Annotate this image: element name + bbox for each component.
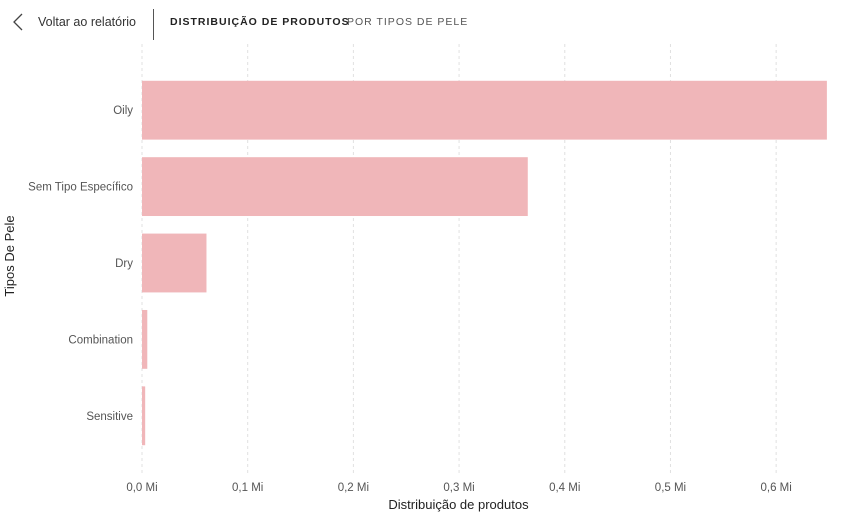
y-axis-title: Tipos De Pele: [2, 215, 17, 296]
top-bar: Voltar ao relatório DISTRIBUIÇÃO DE PROD…: [0, 0, 846, 44]
back-to-report-button[interactable]: Voltar ao relatório: [12, 10, 136, 34]
x-tick-labels: 0,0 Mi 0,1 Mi 0,2 Mi 0,3 Mi 0,4 Mi 0,5 Mi 0,6 …: [126, 482, 791, 494]
chevron-left-icon: [13, 13, 23, 31]
bar[interactable]: [142, 233, 207, 293]
x-tick-label: 0,1 Mi: [232, 482, 263, 494]
bar[interactable]: [142, 386, 146, 446]
x-tick-label: 0,3 Mi: [443, 482, 474, 494]
category-label: Oily: [113, 105, 133, 117]
breadcrumb-sub: POR TIPOS DE PELE: [347, 16, 469, 28]
x-tick-label: 0,4 Mi: [549, 482, 580, 494]
bars: [142, 80, 827, 446]
category-label: Sem Tipo Específico: [28, 182, 133, 194]
x-tick-label: 0,0 Mi: [126, 482, 157, 494]
bar[interactable]: [142, 80, 827, 140]
bar[interactable]: [142, 157, 528, 217]
category-label: Sensitive: [86, 411, 133, 423]
header-divider: [153, 9, 154, 40]
category-labels: Oily Sem Tipo Específico Dry Combination Sen…: [28, 105, 133, 423]
x-tick-label: 0,2 Mi: [338, 482, 369, 494]
category-label: Combination: [68, 334, 133, 346]
x-tick-label: 0,6 Mi: [760, 482, 791, 494]
x-tick-label: 0,5 Mi: [655, 482, 686, 494]
back-label: Voltar ao relatório: [38, 15, 136, 29]
breadcrumb-active: DISTRIBUIÇÃO DE PRODUTOS: [170, 16, 350, 28]
x-axis-title: Distribuição de produtos: [388, 497, 529, 512]
bar[interactable]: [142, 309, 148, 369]
category-label: Dry: [115, 258, 133, 270]
